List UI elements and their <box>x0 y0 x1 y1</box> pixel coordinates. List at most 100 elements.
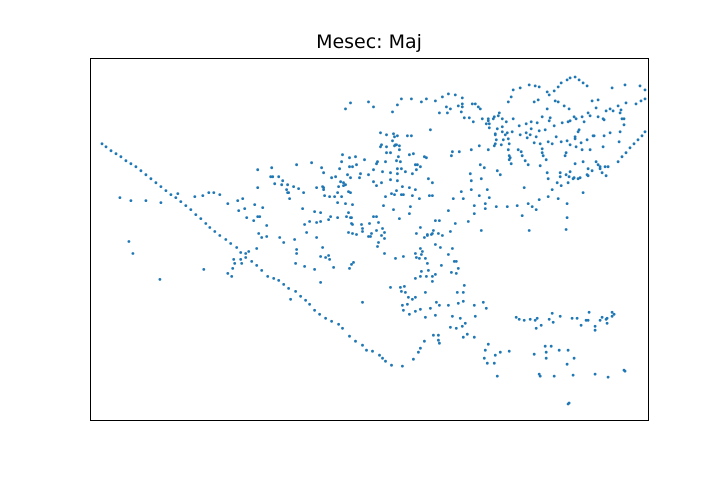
scatter-point <box>154 181 158 185</box>
scatter-point <box>239 251 243 254</box>
scatter-point <box>506 100 510 104</box>
scatter-point <box>533 84 537 88</box>
scatter-point <box>334 175 337 179</box>
scatter-point <box>579 323 583 327</box>
scatter-point <box>550 311 554 315</box>
scatter-point <box>315 236 318 239</box>
scatter-point <box>340 160 343 164</box>
scatter-point <box>406 134 409 138</box>
scatter-point <box>586 111 590 115</box>
scatter-point <box>423 339 426 343</box>
scatter-point <box>303 223 306 226</box>
scatter-point <box>365 348 368 352</box>
scatter-point <box>295 163 298 167</box>
scatter-point <box>486 342 490 346</box>
scatter-point <box>399 286 402 289</box>
scatter-point <box>608 131 612 135</box>
scatter-point <box>235 246 239 249</box>
scatter-point <box>397 155 400 159</box>
scatter-point <box>460 324 464 328</box>
scatter-point <box>573 162 577 166</box>
scatter-point <box>449 107 452 111</box>
scatter-point <box>567 107 571 111</box>
scatter-point <box>543 344 547 348</box>
scatter-point <box>503 133 507 137</box>
scatter-point <box>571 373 575 377</box>
scatter-point <box>159 185 163 189</box>
scatter-point <box>535 121 539 125</box>
scatter-point <box>431 232 434 235</box>
scatter-point <box>377 221 380 224</box>
scatter-point <box>636 138 640 142</box>
scatter-point <box>643 130 647 134</box>
scatter-point <box>381 356 384 360</box>
scatter-point <box>572 356 576 360</box>
scatter-point <box>401 185 404 189</box>
scatter-point <box>566 181 570 185</box>
scatter-point <box>341 153 344 157</box>
scatter-point <box>483 202 487 206</box>
scatter-point <box>460 105 464 109</box>
scatter-point <box>451 150 454 154</box>
scatter-point <box>329 215 332 219</box>
scatter-point <box>604 109 608 113</box>
scatter-point <box>493 133 497 137</box>
scatter-point <box>544 158 548 162</box>
plot-area-frame <box>90 58 649 421</box>
scatter-point <box>516 148 520 152</box>
scatter-point <box>240 262 244 265</box>
scatter-point <box>419 307 422 311</box>
scatter-point <box>302 191 305 195</box>
scatter-point <box>253 203 257 207</box>
scatter-point <box>429 306 432 310</box>
scatter-point <box>265 235 269 238</box>
scatter-point <box>618 111 622 115</box>
scatter-point <box>559 184 563 188</box>
scatter-point <box>605 316 609 320</box>
scatter-point <box>562 104 566 108</box>
scatter-point <box>401 364 404 368</box>
scatter-point <box>431 194 434 198</box>
scatter-point <box>547 119 551 123</box>
scatter-point <box>415 168 418 172</box>
scatter-point <box>610 314 614 318</box>
scatter-point <box>602 134 606 138</box>
scatter-point <box>315 221 318 224</box>
scatter-point <box>349 101 352 105</box>
scatter-point <box>586 167 590 171</box>
scatter-point <box>346 173 349 177</box>
scatter-point <box>622 123 626 127</box>
scatter-point <box>440 264 443 267</box>
scatter-point <box>469 188 473 192</box>
scatter-point <box>507 154 511 158</box>
scatter-point <box>179 200 183 204</box>
scatter-point <box>294 262 297 265</box>
scatter-point <box>470 102 474 106</box>
scatter-point <box>233 262 237 265</box>
scatter-point <box>247 250 251 253</box>
scatter-point <box>321 185 324 189</box>
scatter-point <box>398 217 401 221</box>
scatter-point <box>361 343 364 347</box>
scatter-point <box>424 257 427 260</box>
scatter-point <box>389 286 392 289</box>
scatter-point <box>497 111 501 115</box>
scatter-point <box>243 207 247 211</box>
scatter-point <box>327 254 330 257</box>
scatter-point <box>418 257 421 260</box>
scatter-point <box>287 287 290 290</box>
scatter-point <box>432 229 435 232</box>
scatter-point <box>124 159 128 163</box>
scatter-point <box>573 137 577 141</box>
scatter-point <box>612 312 616 316</box>
scatter-point <box>352 261 355 264</box>
scatter-point <box>453 93 457 97</box>
scatter-point <box>193 195 197 199</box>
scatter-point <box>505 131 509 135</box>
scatter-point <box>385 151 388 155</box>
scatter-point <box>270 166 274 170</box>
scatter-point <box>244 256 248 259</box>
scatter-point <box>544 356 548 360</box>
scatter-point <box>344 183 347 187</box>
scatter-point <box>368 222 371 225</box>
